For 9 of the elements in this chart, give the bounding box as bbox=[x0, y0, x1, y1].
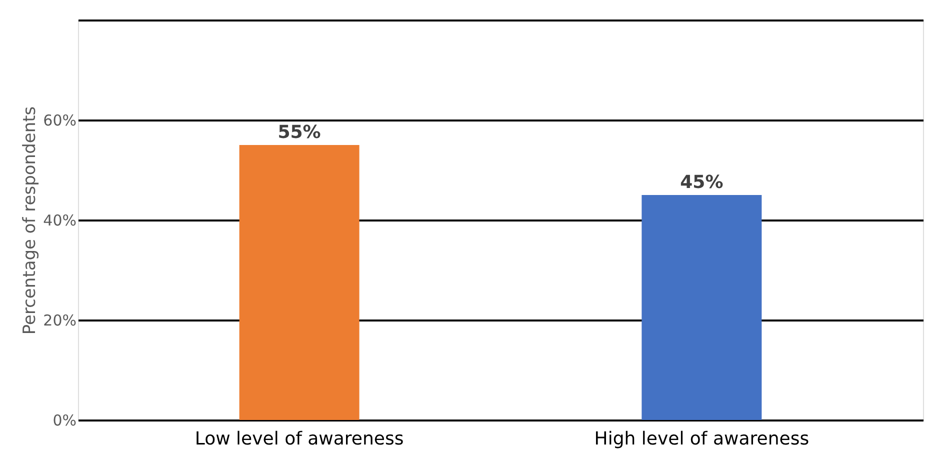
y-tick-label: 40% bbox=[43, 212, 76, 230]
data-label: 55% bbox=[278, 122, 321, 143]
data-label: 45% bbox=[680, 172, 724, 193]
y-tick-label: 60% bbox=[43, 112, 76, 130]
x-tick-label: Low level of awareness bbox=[194, 428, 404, 450]
y-tick-label: 0% bbox=[52, 412, 76, 430]
x-tick-label: High level of awareness bbox=[594, 428, 810, 450]
y-axis-title: Percentage of respondents bbox=[20, 106, 40, 335]
y-tick-label: 20% bbox=[43, 312, 76, 330]
